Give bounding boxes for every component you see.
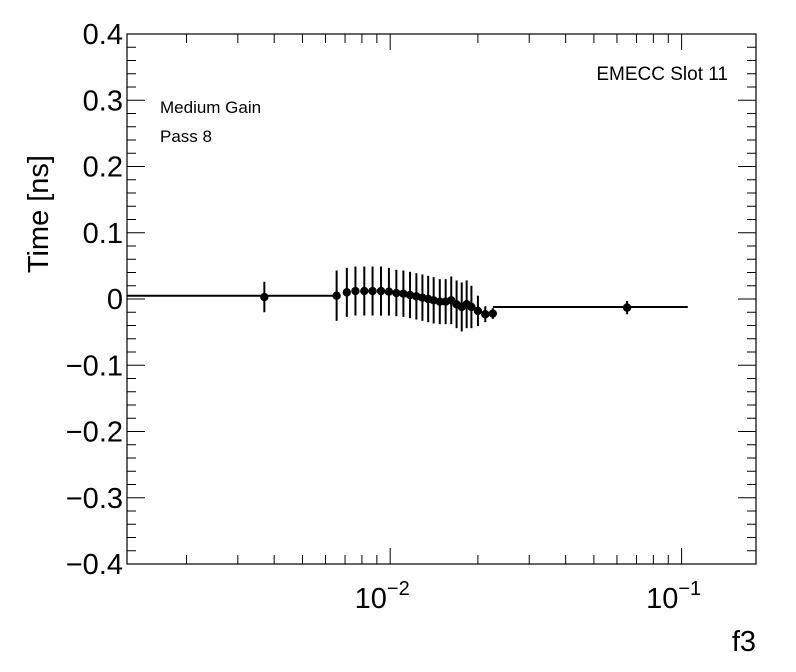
data-point (405, 290, 415, 300)
data-point (399, 289, 408, 298)
y-tick-labels: −0.4 −0.3 −0.2 −0.1 0 0.1 0.2 0.3 0.4 (66, 19, 123, 581)
slot-annotation: EMECC Slot 11 (596, 64, 728, 85)
y-tick-label: 0.4 (83, 19, 123, 51)
data-point (368, 286, 377, 296)
data-point (332, 291, 341, 300)
data-point (392, 288, 401, 298)
data-point (351, 286, 360, 296)
y-tick-label: 0.2 (83, 152, 123, 184)
data-point (435, 297, 445, 306)
data-point (481, 310, 490, 319)
data-point (622, 303, 632, 312)
y-axis-label: Time [ns] (23, 155, 55, 273)
fit-lines (127, 294, 688, 308)
data-point (360, 286, 369, 296)
data-point (384, 287, 394, 296)
data-point (488, 309, 498, 318)
data-point (376, 286, 386, 296)
data-point (342, 288, 352, 297)
pass-annotation: Pass 8 (160, 127, 212, 146)
plot-frame (126, 33, 757, 565)
y-tick-label: 0 (107, 284, 123, 316)
data-point (260, 292, 269, 302)
y-tick-label: 0.3 (83, 85, 123, 117)
y-tick-label: 0.1 (83, 218, 123, 250)
data-point (473, 306, 483, 316)
x-axis-label: f3 (732, 626, 756, 658)
x-tick-label: 10−2 (355, 578, 410, 615)
y-tick-label: −0.1 (66, 350, 123, 382)
y-tick-label: −0.2 (66, 417, 123, 449)
data-point (467, 302, 476, 312)
x-tick-label: 10−1 (646, 578, 701, 615)
y-tick-label: −0.4 (66, 549, 123, 581)
gain-annotation: Medium Gain (160, 98, 261, 117)
x-tick-labels: 10−2 10−1 (355, 578, 702, 615)
data-points (260, 266, 632, 332)
y-tick-label: −0.3 (66, 483, 123, 515)
